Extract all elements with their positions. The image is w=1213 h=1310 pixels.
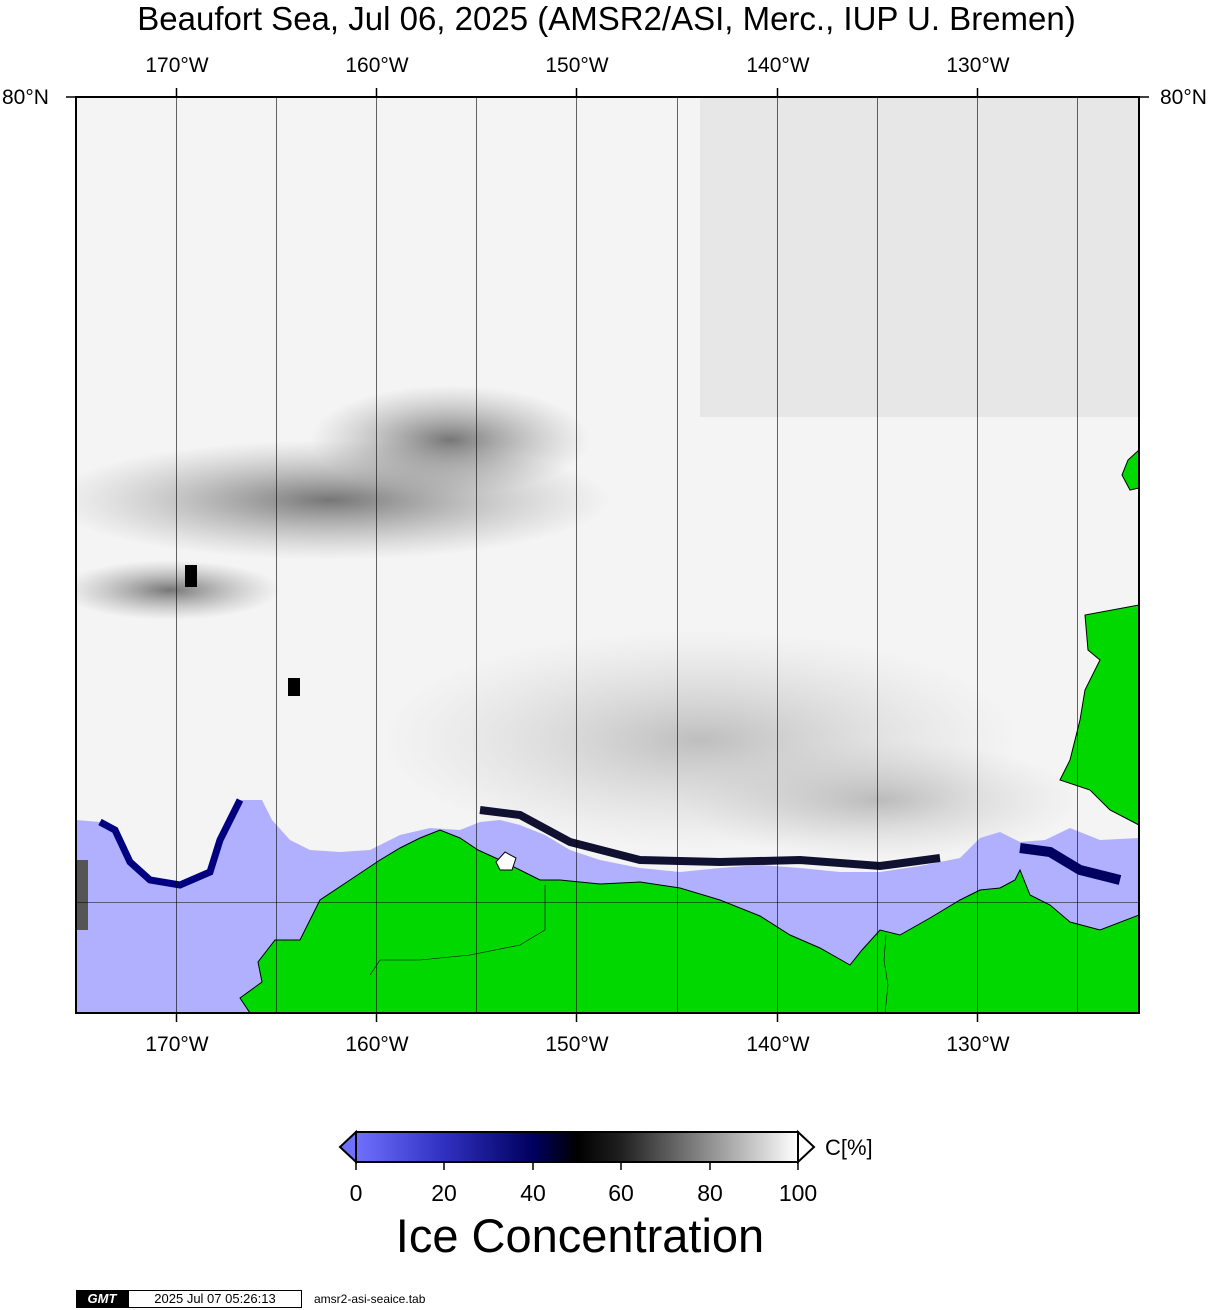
map-field — [76, 97, 1139, 1013]
ice-edge-central — [479, 806, 941, 871]
prince-patrick-island — [1121, 449, 1139, 491]
colorbar — [338, 1129, 816, 1170]
colorbar-under-triangle — [338, 1129, 357, 1165]
lon-label-bottom-150w: 150°W — [545, 1033, 609, 1056]
colorbar-unit-label: C[%] — [825, 1135, 873, 1160]
us-canada-border — [883, 934, 889, 1013]
frame-ticks — [66, 88, 1149, 1022]
colorbar-tick-label: 20 — [431, 1180, 457, 1206]
graticule — [76, 97, 1139, 1013]
colorbar-tick-label: 40 — [520, 1180, 546, 1206]
colorbar-gradient — [355, 1131, 799, 1163]
alaska-yukon-coast — [239, 829, 1139, 1013]
map-title: Beaufort Sea, Jul 06, 2025 (AMSR2/ASI, M… — [137, 0, 1076, 37]
marginal-ice-zone-east — [680, 740, 1080, 860]
banks-island — [1059, 604, 1139, 826]
lon-label-top-160w: 160°W — [345, 54, 409, 77]
dark-pixel-patch — [185, 565, 197, 587]
lon-label-bottom-140w: 140°W — [746, 1033, 810, 1056]
teshekpuk-lake — [495, 851, 517, 871]
coastal-ice-pixels — [76, 860, 88, 930]
lon-label-top-130w: 130°W — [946, 54, 1010, 77]
timestamp-stamp: 2025 Jul 07 05:26:13 — [128, 1290, 302, 1308]
script-name: amsr2-asi-seaice.tab — [314, 1292, 426, 1306]
colorbar-over-triangle — [797, 1129, 816, 1165]
colorbar-ticks — [355, 1162, 799, 1170]
low-concentration-band-edge — [76, 560, 280, 620]
colorbar-tick-label: 80 — [697, 1180, 723, 1206]
colorbar-tick-label: 60 — [608, 1180, 634, 1206]
lon-label-bottom-170w: 170°W — [145, 1033, 209, 1056]
lon-label-top-170w: 170°W — [145, 54, 209, 77]
lat-label-right-80n: 80°N — [1160, 86, 1207, 109]
dark-pixel-patch — [288, 678, 300, 696]
gmt-logo: GMT — [76, 1290, 128, 1308]
admin-boundary — [369, 885, 546, 976]
map-frame — [75, 96, 1140, 1014]
colorbar-tick-label: 100 — [778, 1180, 818, 1206]
colorbar-tick-label: 0 — [349, 1180, 363, 1206]
lon-label-bottom-130w: 130°W — [946, 1033, 1010, 1056]
ice-edge-west — [98, 798, 244, 889]
ne-ice-texture — [700, 97, 1139, 417]
lon-label-bottom-160w: 160°W — [345, 1033, 409, 1056]
lon-label-top-150w: 150°W — [545, 54, 609, 77]
colorbar-title: Ice Concentration — [395, 1209, 765, 1262]
lon-label-top-140w: 140°W — [746, 54, 810, 77]
lat-label-left-80n: 80°N — [2, 86, 49, 109]
ice-edge-east — [1019, 843, 1122, 885]
low-concentration-band-center — [310, 385, 590, 495]
